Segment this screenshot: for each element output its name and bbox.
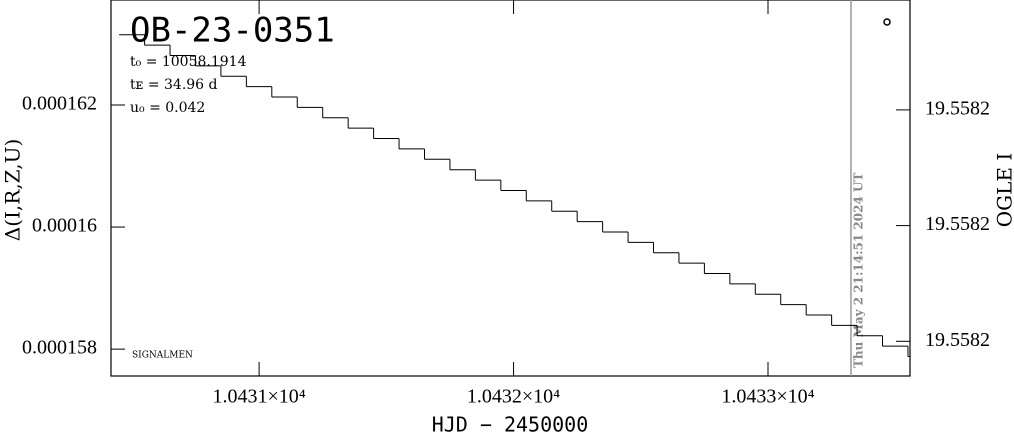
y-tick-label: 0.000158	[22, 337, 97, 359]
y2-tick-label: 19.5582	[925, 329, 990, 351]
annotation: t₀ = 10058.1914	[130, 54, 247, 70]
annotation: u₀ = 0.042	[130, 100, 205, 116]
y2-axis-label: OGLE I	[993, 153, 1014, 228]
x-axis-label: HJD − 2450000	[432, 413, 589, 434]
y-axis-label: Δ(I,R,Z,U)	[1, 139, 25, 241]
y2-tick-label: 19.5582	[925, 98, 990, 120]
footer: SIGNALMEN	[132, 351, 193, 361]
y-tick-label: 0.000162	[22, 93, 97, 115]
x-tick-label: 1.0431×10⁴	[212, 386, 305, 408]
x-tick-label: 1.0433×10⁴	[721, 386, 814, 408]
annotation: tᴇ = 34.96 d	[130, 77, 218, 93]
chart-title: OB-23-0351	[130, 11, 335, 51]
y2-tick-label: 19.5582	[925, 213, 990, 235]
timestamp: Thu May 2 21:14:51 2024 UT	[851, 173, 865, 368]
x-tick-label: 1.0432×10⁴	[467, 386, 560, 408]
symbol	[883, 18, 891, 26]
plot-frame	[110, 0, 911, 377]
y-tick-label: 0.00016	[32, 215, 97, 237]
